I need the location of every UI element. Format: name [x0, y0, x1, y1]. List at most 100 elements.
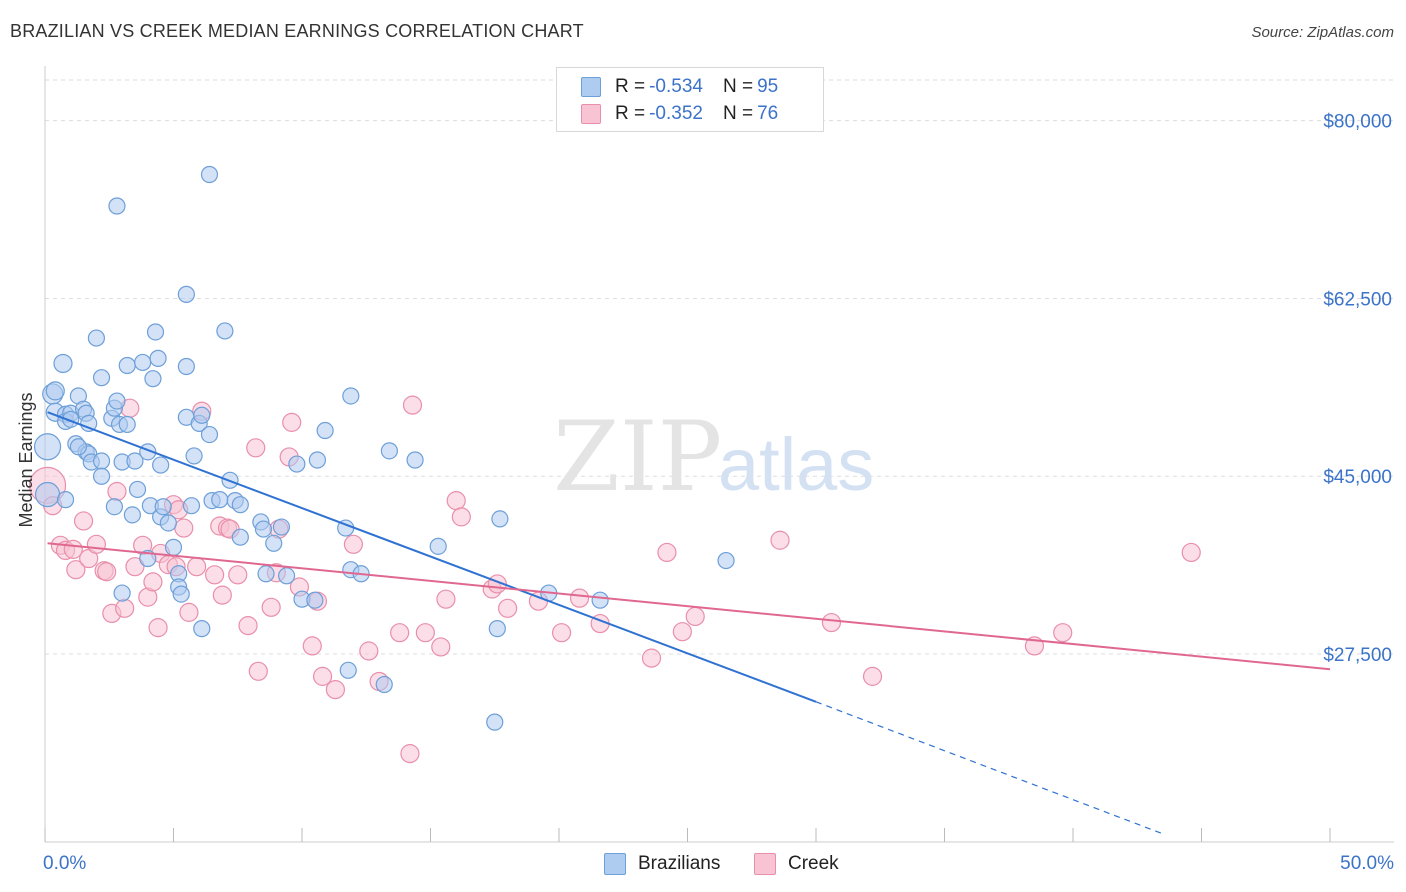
creek-point [343, 534, 363, 554]
creek-point [657, 542, 677, 563]
brazilians-point [429, 537, 447, 555]
bottom-legend-brazilians: Brazilians [604, 851, 720, 877]
brazilians-point [92, 452, 111, 470]
creek-point [402, 395, 423, 415]
creek-swatch [754, 853, 776, 875]
brazilians-point [34, 481, 61, 508]
brazilians-point [193, 620, 211, 638]
creek-point [390, 623, 410, 643]
brazilians-point [182, 497, 201, 515]
creek-point [143, 572, 163, 592]
brazilians-point [134, 353, 152, 372]
creek-point [359, 641, 379, 661]
brazilians-point [406, 451, 424, 469]
watermark-zip: ZIP [553, 401, 722, 513]
brazilians-point [342, 387, 360, 405]
creek-point [451, 507, 471, 527]
watermark-atlas: atlas [718, 423, 874, 506]
creek-point [174, 518, 194, 538]
brazilians-point [108, 392, 126, 410]
legend-n-value: 76 [757, 103, 779, 124]
brazilians-point [33, 433, 62, 461]
brazilians-point [265, 534, 283, 552]
creek-point [569, 588, 590, 608]
watermark: ZIP atlas [553, 401, 874, 513]
brazilians-point [149, 349, 167, 367]
brazilians-point [375, 675, 393, 694]
brazilians-point [216, 322, 234, 340]
creek-point [228, 565, 248, 585]
brazilians-point [118, 356, 136, 375]
brazilians-point [154, 498, 172, 516]
brazilians-point [113, 584, 131, 602]
brazilians-point [177, 357, 195, 376]
creek-point [66, 560, 86, 580]
creek-point [302, 636, 322, 656]
brazilians-point [591, 591, 609, 609]
brazilians-point [152, 456, 170, 474]
creek-point [246, 438, 266, 458]
gridlines [45, 79, 1394, 655]
brazilians-point [56, 491, 75, 509]
creek-point [551, 623, 572, 643]
creek-point [73, 511, 94, 531]
brazilians-point [69, 438, 88, 456]
creek-point [97, 562, 117, 582]
bottom-legend-creek: Creek [754, 851, 839, 877]
brazilians-point [193, 406, 211, 424]
x-tick-label: 0.0% [43, 853, 86, 874]
creek-point [205, 565, 225, 585]
y-tick-label: $45,000 [1323, 467, 1392, 488]
brazilians-trend-extension [815, 701, 1164, 835]
y-tick-label: $27,500 [1323, 645, 1392, 666]
brazilians-point [272, 518, 291, 536]
legend-row-creek: R = -0.352 N = 76 [581, 102, 782, 126]
correlation-legend: R = -0.534 N = 95 R = -0.352 N = 76 [556, 67, 824, 132]
brazilians-point [164, 538, 183, 556]
creek-point [238, 615, 258, 636]
brazilians-points [33, 165, 735, 731]
x-tick-label: 50.0% [1340, 853, 1394, 874]
brazilians-point [177, 285, 195, 303]
creek-point [107, 481, 127, 502]
creek-point [498, 598, 518, 618]
y-tick-label: $62,500 [1323, 289, 1392, 310]
chart-title: BRAZILIAN VS CREEK MEDIAN EARNINGS CORRE… [10, 21, 584, 41]
brazilians-point [172, 585, 190, 603]
brazilians-point [380, 442, 398, 460]
y-tick-label: $80,000 [1323, 112, 1392, 133]
creek-point [187, 557, 207, 577]
y-axis-label: Median Earnings [16, 392, 36, 527]
trend-lines [47, 411, 1331, 835]
brazilians-point [200, 425, 219, 444]
legend-r-value: -0.352 [649, 103, 703, 124]
creek-point [400, 744, 420, 764]
bottom-legend-label: Brazilians [638, 853, 721, 874]
creek-point [431, 637, 451, 657]
brazilians-point [108, 197, 126, 215]
creek-point [770, 530, 790, 550]
brazilians-point [53, 353, 73, 374]
brazilians-point [80, 414, 98, 433]
creek-point [446, 491, 466, 511]
creek-swatch [581, 104, 601, 124]
brazilians-point [288, 455, 306, 473]
brazilians-trend-line [47, 411, 817, 703]
bottom-legend-label: Creek [788, 853, 839, 874]
brazilians-point [277, 567, 296, 585]
legend-r-value: -0.534 [649, 76, 703, 97]
creek-point [1053, 623, 1073, 643]
creek-point [312, 666, 333, 686]
creek-point [115, 598, 135, 618]
creek-point [415, 623, 435, 643]
legend-row-brazilians: R = -0.534 N = 95 [581, 75, 782, 99]
tick-labels: $80,000 $62,500 $45,000 $27,500 0.0% 50.0% [43, 112, 1394, 874]
brazilians-swatch [581, 77, 601, 97]
brazilians-point [231, 528, 249, 546]
brazilians-point [717, 551, 735, 570]
legend-n-label: N = [722, 76, 754, 97]
creek-point [179, 602, 199, 622]
creek-point [325, 679, 346, 700]
creek-point [685, 606, 705, 627]
